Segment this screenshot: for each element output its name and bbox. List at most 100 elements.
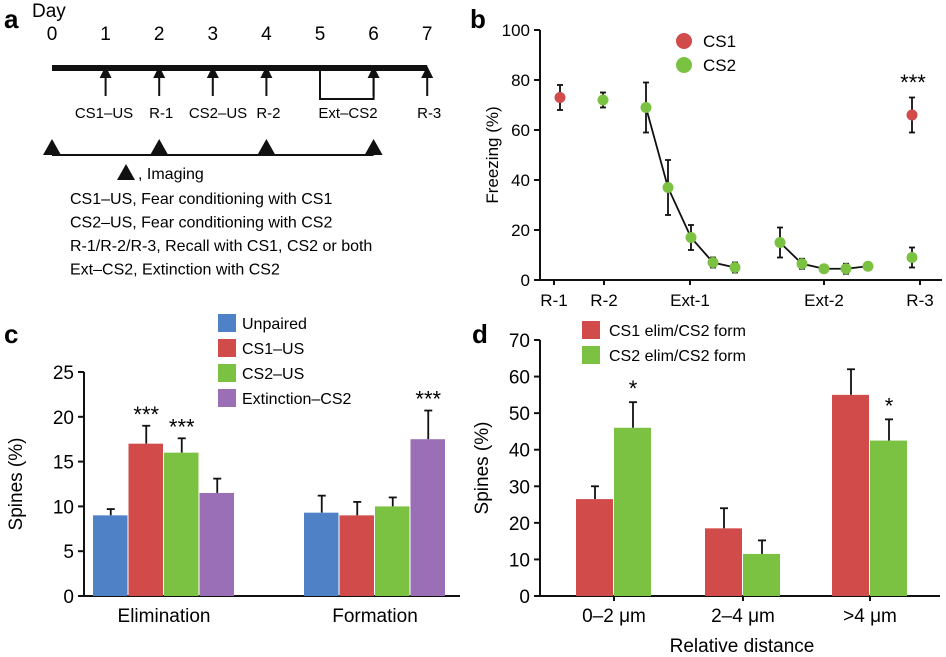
event-label: CS2–US xyxy=(189,105,247,122)
cs2-data-point xyxy=(862,260,874,272)
legend-label: Unpaired xyxy=(242,316,307,333)
x-tick-label: R-2 xyxy=(590,291,617,310)
abbreviation-legend-line: R-1/R-2/R-3, Recall with CS1, CS2 or bot… xyxy=(70,238,372,255)
y-tick-label: 60 xyxy=(509,368,530,389)
event-label: R-2 xyxy=(256,105,280,122)
y-tick-label: 20 xyxy=(53,408,74,429)
cs2-data-point xyxy=(597,94,609,106)
bar-Unpaired xyxy=(93,515,128,596)
event-label: CS1–US xyxy=(75,105,133,122)
imaging-triangle-icon xyxy=(257,139,276,155)
event-arrowhead-icon xyxy=(153,66,166,78)
abbreviation-legend-line: Ext–CS2, Extinction with CS2 xyxy=(70,262,280,279)
day-tick-label: 6 xyxy=(368,24,379,45)
y-tick-label: 10 xyxy=(53,497,74,518)
category-label: >4 μm xyxy=(843,606,897,627)
bar-CS1–US xyxy=(128,443,163,596)
cs2-data-point xyxy=(840,263,852,275)
cs2-data-point xyxy=(685,232,697,243)
cs1-data-point xyxy=(554,92,566,103)
cs1-data-point xyxy=(906,109,918,121)
legend-label: Extinction–CS2 xyxy=(242,391,351,408)
cs2-data-point xyxy=(640,102,652,113)
extinction-bracket xyxy=(319,68,375,100)
legend-marker xyxy=(676,33,692,49)
day-tick-label: 2 xyxy=(154,24,165,45)
panel-letter-c: c xyxy=(4,319,18,349)
panel-letter-d: d xyxy=(472,319,488,349)
bar-CS2 elim/CS2 form xyxy=(743,553,780,596)
cs2-data-point xyxy=(707,257,719,268)
imaging-legend-triangle-icon xyxy=(117,164,135,180)
y-tick-label: 100 xyxy=(502,21,530,40)
significance-marker: *** xyxy=(415,387,441,412)
bar-CS1 elim/CS2 form xyxy=(705,528,742,596)
x-tick-label: R-3 xyxy=(906,291,933,310)
significance-marker: *** xyxy=(900,70,926,95)
legend-label: CS2 xyxy=(703,56,736,75)
event-label: R-1 xyxy=(149,105,173,122)
event-label: R-3 xyxy=(417,105,441,122)
bar-CS2–US xyxy=(375,506,410,596)
y-tick-label: 20 xyxy=(509,514,530,535)
bar-Extinction–CS2 xyxy=(410,439,445,596)
legend-swatch xyxy=(218,364,236,382)
legend-label: CS1 elim/CS2 form xyxy=(609,323,746,340)
legend-swatch xyxy=(582,321,600,339)
y-tick-label: 60 xyxy=(511,121,530,140)
cs2-data-point xyxy=(729,262,741,273)
category-label: 2–4 μm xyxy=(711,606,775,627)
legend-swatch xyxy=(218,339,236,357)
significance-marker: *** xyxy=(133,402,159,427)
y-tick-label: 5 xyxy=(63,542,74,563)
legend-swatch xyxy=(582,346,600,364)
legend-label: CS1–US xyxy=(242,341,304,358)
cs2-data-point xyxy=(774,237,786,248)
day-label: Day xyxy=(32,1,66,22)
panel-letter-b: b xyxy=(470,4,486,34)
y-tick-label: 70 xyxy=(509,331,530,352)
imaging-legend-label: , Imaging xyxy=(138,166,204,183)
panel-d-relative-distance-chart: 0 10 20 30 40 50 60 70 Spines (%) 0–2 μm 2–4 μm >4 … xyxy=(472,319,940,657)
category-label: Formation xyxy=(332,606,418,627)
event-label: Ext–CS2 xyxy=(318,105,377,122)
panel-c-spines-bar-chart: 0 5 10 15 20 25 Spines (%) Elimination Formation… xyxy=(4,314,460,627)
legend-marker xyxy=(676,57,692,73)
imaging-triangle-icon xyxy=(364,139,383,155)
y-tick-label: 25 xyxy=(53,363,74,384)
panel-b-freezing-chart: b 0 20 40 60 80 100 Freezing (%) R-1 R-2 Ext-1 Ext-… xyxy=(470,4,942,310)
cs2-data-point xyxy=(796,258,808,270)
event-arrowhead-icon xyxy=(260,66,273,78)
bar-CS1–US xyxy=(339,515,374,596)
panel-letter-a: a xyxy=(4,4,19,34)
day-tick-label: 4 xyxy=(261,24,272,45)
y-tick-label: 0 xyxy=(63,587,74,608)
x-tick-label: R-1 xyxy=(540,291,567,310)
abbreviation-legend-line: CS1–US, Fear conditioning with CS1 xyxy=(70,191,332,208)
y-tick-label: 80 xyxy=(511,71,530,90)
bar-CS2 elim/CS2 form xyxy=(870,440,907,596)
legend-swatch xyxy=(218,314,236,332)
bar-CS2–US xyxy=(164,452,199,596)
y-tick-label: 15 xyxy=(53,453,74,474)
day-tick-label: 3 xyxy=(208,24,219,45)
category-label: Elimination xyxy=(118,606,211,627)
event-arrowhead-icon xyxy=(99,66,112,78)
bar-CS2 elim/CS2 form xyxy=(614,427,651,596)
legend-label: CS2 elim/CS2 form xyxy=(609,348,746,365)
y-tick-label: 40 xyxy=(511,171,530,190)
abbreviation-legend-line: CS2–US, Fear conditioning with CS2 xyxy=(70,215,332,232)
y-tick-label: 30 xyxy=(509,477,530,498)
bar-Unpaired xyxy=(304,512,339,596)
day-tick-label: 0 xyxy=(47,24,58,45)
bar-Extinction–CS2 xyxy=(199,492,234,596)
event-arrowhead-icon xyxy=(421,66,434,78)
y-tick-label: 10 xyxy=(509,550,530,571)
y-axis-label: Spines (%) xyxy=(472,422,493,515)
significance-marker: *** xyxy=(169,414,195,439)
cs2-data-point xyxy=(662,182,674,193)
day-tick-label: 5 xyxy=(315,24,326,45)
imaging-triangle-icon xyxy=(43,139,61,155)
day-tick-label: 7 xyxy=(422,24,433,45)
